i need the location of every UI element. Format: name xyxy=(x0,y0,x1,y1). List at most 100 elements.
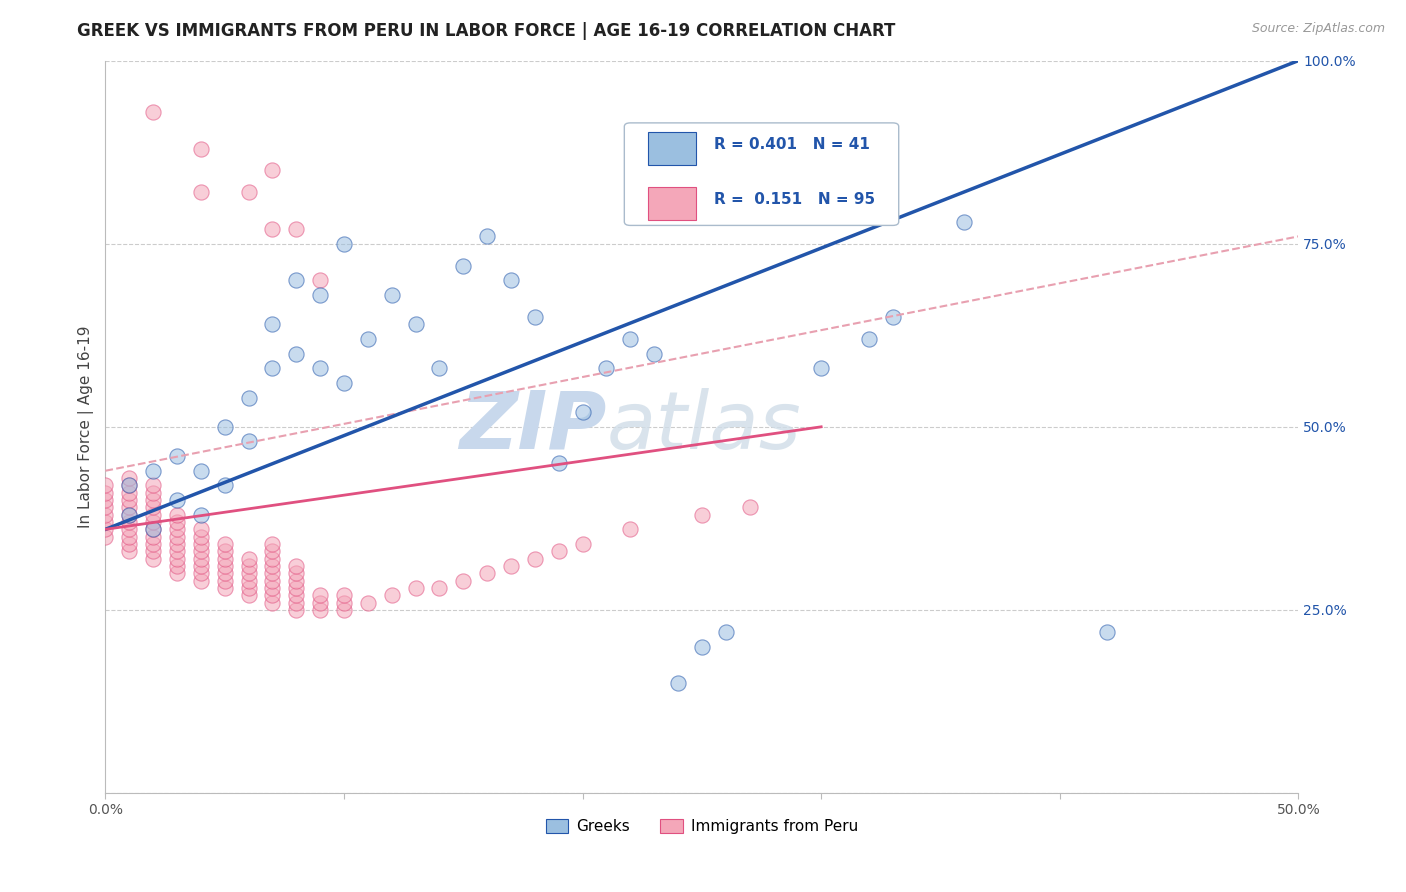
Point xyxy=(142,522,165,536)
Point xyxy=(285,574,308,588)
Point xyxy=(643,346,665,360)
Point xyxy=(333,376,356,390)
FancyBboxPatch shape xyxy=(624,123,898,226)
Point xyxy=(810,361,832,376)
Point xyxy=(285,346,308,360)
Point xyxy=(238,551,260,566)
Point xyxy=(190,566,212,581)
Point xyxy=(285,596,308,610)
Point xyxy=(190,522,212,536)
Legend: Greeks, Immigrants from Peru: Greeks, Immigrants from Peru xyxy=(540,813,865,840)
Point xyxy=(262,551,284,566)
Point xyxy=(142,485,165,500)
Point xyxy=(166,551,188,566)
Point xyxy=(714,624,737,639)
Point xyxy=(118,530,141,544)
Point xyxy=(118,478,141,492)
Point xyxy=(166,449,188,463)
Point xyxy=(619,522,641,536)
Point xyxy=(142,522,165,536)
Point xyxy=(238,574,260,588)
Point xyxy=(166,537,188,551)
Point xyxy=(214,551,236,566)
Point xyxy=(190,537,212,551)
Point xyxy=(619,332,641,346)
Point xyxy=(571,537,593,551)
Point xyxy=(166,508,188,522)
Point xyxy=(882,310,904,324)
Point xyxy=(381,288,404,302)
Point xyxy=(94,530,117,544)
Point xyxy=(262,361,284,376)
Point xyxy=(166,530,188,544)
Point xyxy=(262,596,284,610)
Point xyxy=(190,142,212,156)
Point xyxy=(190,558,212,573)
Point xyxy=(238,434,260,449)
Point xyxy=(166,515,188,529)
Point xyxy=(166,544,188,558)
Point xyxy=(285,566,308,581)
Point xyxy=(858,332,880,346)
Point xyxy=(190,464,212,478)
Point xyxy=(214,574,236,588)
Point xyxy=(142,464,165,478)
Point xyxy=(190,508,212,522)
Point xyxy=(238,391,260,405)
Point xyxy=(523,551,546,566)
Point xyxy=(142,500,165,515)
Point xyxy=(475,566,498,581)
Point xyxy=(118,485,141,500)
Point xyxy=(142,493,165,508)
Point xyxy=(285,581,308,595)
Point xyxy=(1097,624,1119,639)
Point xyxy=(166,566,188,581)
Point xyxy=(309,288,332,302)
Point xyxy=(166,558,188,573)
Y-axis label: In Labor Force | Age 16-19: In Labor Force | Age 16-19 xyxy=(79,326,94,528)
Point xyxy=(571,405,593,419)
Point xyxy=(309,596,332,610)
Point xyxy=(333,588,356,602)
Point xyxy=(118,522,141,536)
Point xyxy=(262,581,284,595)
Text: atlas: atlas xyxy=(606,388,801,466)
Point xyxy=(190,551,212,566)
Point xyxy=(190,544,212,558)
Point xyxy=(333,236,356,251)
Point xyxy=(309,273,332,287)
Text: Source: ZipAtlas.com: Source: ZipAtlas.com xyxy=(1251,22,1385,36)
FancyBboxPatch shape xyxy=(648,187,696,220)
Point xyxy=(333,596,356,610)
Point xyxy=(94,522,117,536)
Point xyxy=(262,574,284,588)
Point xyxy=(429,581,451,595)
Point xyxy=(285,273,308,287)
Point xyxy=(238,588,260,602)
Point xyxy=(333,603,356,617)
Point xyxy=(238,186,260,200)
Point xyxy=(451,259,474,273)
Point xyxy=(547,544,569,558)
Point xyxy=(285,558,308,573)
Point xyxy=(118,500,141,515)
Point xyxy=(214,537,236,551)
Point xyxy=(690,508,713,522)
Point xyxy=(690,640,713,654)
Point xyxy=(190,530,212,544)
Point xyxy=(595,361,617,376)
Point xyxy=(262,558,284,573)
Point xyxy=(118,508,141,522)
Point xyxy=(238,566,260,581)
Point xyxy=(429,361,451,376)
Point xyxy=(94,500,117,515)
Point xyxy=(309,361,332,376)
Point xyxy=(238,558,260,573)
Point xyxy=(262,318,284,332)
Point xyxy=(166,493,188,508)
Point xyxy=(142,104,165,119)
Point xyxy=(94,478,117,492)
Point xyxy=(238,581,260,595)
Point xyxy=(357,332,380,346)
Point xyxy=(309,603,332,617)
